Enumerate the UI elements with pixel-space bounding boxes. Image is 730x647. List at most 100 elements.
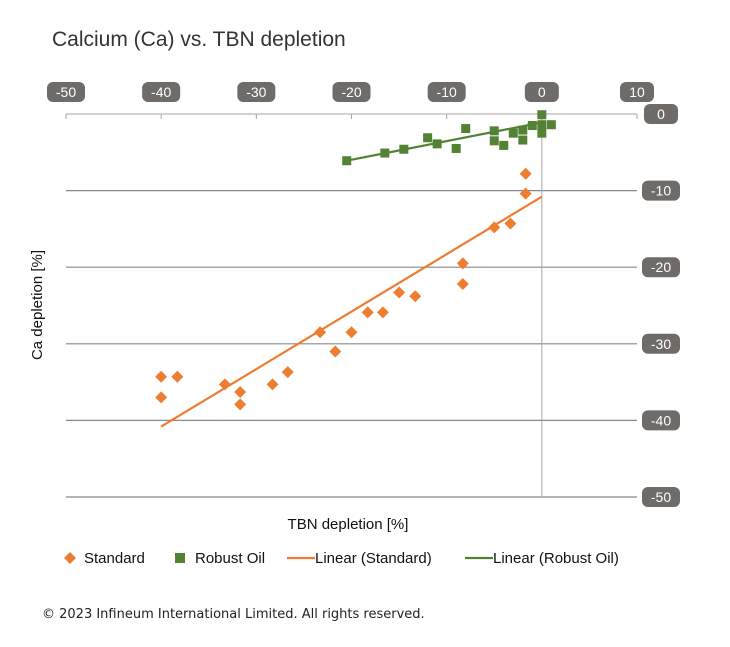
standard-point [171,370,184,383]
y-tick-label: 0 [644,104,678,124]
trendline-linear-robust-oil [346,121,543,162]
tick-label-text: -10 [437,84,457,100]
y-axis-title: Ca depletion [%] [29,250,46,360]
tick-label-text: -50 [651,489,671,505]
tick-label-text: 0 [538,84,546,100]
y-tick-label: -20 [642,257,680,278]
axes [65,113,638,497]
tick-label-text: -50 [56,84,76,100]
robust-oil-point [527,120,537,130]
robust-oil-point [518,135,528,145]
robust-oil-point [518,125,528,135]
standard-point [314,326,327,339]
legend-diamond-icon [64,552,76,564]
tick-pill [642,410,680,431]
x-tick-label: -20 [332,82,371,102]
standard-point [345,326,358,339]
grid-lines [66,190,637,498]
tick-pill [642,333,680,354]
robust-oil-point [537,110,547,120]
standard-point [155,391,168,404]
standard-point [519,187,532,200]
legend-item: Linear (Standard) [287,550,432,567]
robust-oil-point [342,156,352,166]
standard-point [234,398,247,411]
robust-oil-point [380,148,390,158]
trendline-linear-standard [160,195,543,428]
tick-pill [642,180,680,201]
x-tick-label: -40 [142,82,181,102]
chart-title: Calcium (Ca) vs. TBN depletion [52,28,346,51]
standard-point [393,286,406,299]
tick-label-text: -20 [651,259,671,275]
x-axis-title: TBN depletion [%] [288,516,409,533]
robust-oil-point [489,136,499,146]
tick-pill [47,82,85,102]
legend-label: Standard [84,550,145,567]
robust-oil-point [537,120,547,130]
robust-oil-point [499,140,509,150]
legend-label: Linear (Robust Oil) [493,550,619,567]
standard-point [281,366,294,379]
tick-label-text: -30 [651,336,671,352]
legend-label: Robust Oil [195,550,265,567]
standard-point [155,370,168,383]
tick-label-text: -30 [246,84,266,100]
tick-label-text: -40 [151,84,171,100]
legend: Standard Robust Oil Linear (Standard) Linea… [64,550,619,567]
legend-square-icon [175,553,185,563]
copyright-footer: © 2023 Infineum International Limited. A… [42,607,425,622]
tick-pill [644,104,678,124]
tick-label-text: -20 [341,84,361,100]
standard-point [409,290,422,303]
y-tick-labels: 0 -10 -20 -30 -40 -50 [642,104,680,507]
standard-point [266,378,279,391]
legend-item: Robust Oil [175,550,265,567]
trendlines [160,121,543,428]
robust-oil-point [546,120,556,130]
data-points [155,110,556,411]
x-tick-label: -50 [47,82,85,102]
y-tick-label: -10 [642,180,680,201]
standard-point [361,306,374,319]
robust-oil-point [508,128,518,138]
tick-label-text: 10 [629,84,645,100]
tick-pill [237,82,276,102]
legend-item: Linear (Robust Oil) [465,550,619,567]
tick-label-text: -10 [651,183,671,199]
robust-oil-point [432,139,442,149]
legend-item: Standard [64,550,145,567]
tick-pill [620,82,654,102]
standard-point [504,217,517,230]
standard-point [329,345,342,358]
robust-oil-point [399,144,409,154]
robust-oil-point [537,128,547,138]
tick-pill [642,487,680,507]
y-tick-label: -50 [642,487,680,507]
legend-label: Linear (Standard) [315,550,432,567]
standard-point [376,306,389,319]
standard-point [519,167,532,180]
x-tick-label: -10 [427,82,466,102]
tick-label-text: 0 [657,106,665,122]
tick-pill [642,257,680,278]
x-tick-label: 10 [620,82,654,102]
tick-pill [142,82,181,102]
x-tick-label: 0 [524,82,559,102]
x-tick-label: -30 [237,82,276,102]
robust-oil-point [423,133,433,143]
tick-pill [524,82,559,102]
robust-oil-point [461,124,471,134]
tick-label-text: -40 [651,412,671,428]
standard-point [456,257,469,270]
y-tick-label: -30 [642,333,680,354]
standard-point [234,386,247,399]
standard-point [218,378,231,391]
y-tick-label: -40 [642,410,680,431]
standard-point [488,221,501,234]
robust-oil-point [451,143,461,153]
standard-point [456,278,469,291]
x-tick-labels: -50 -40 -30 -20 -10 0 10 [47,82,654,102]
tick-pill [427,82,466,102]
